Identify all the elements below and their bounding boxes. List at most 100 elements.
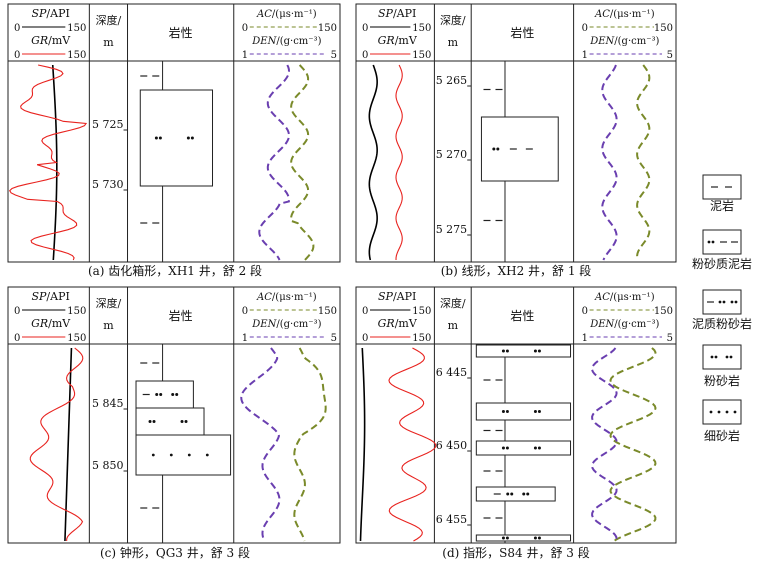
ac-curve <box>636 64 651 261</box>
panel-frame <box>7 3 341 263</box>
lithology-header: 岩性 <box>510 308 534 323</box>
den-range-hi: 5 <box>331 333 337 344</box>
sp-range-hi: 150 <box>67 23 86 34</box>
sp-header: SP/API <box>378 7 416 20</box>
depth-tick-label: 5 265 <box>436 74 468 87</box>
den-curve <box>240 347 281 542</box>
ac-header: AC/(μs·m⁻¹) <box>594 292 655 303</box>
legend-label-silty_mudstone: 粉砂质泥岩 <box>692 256 752 271</box>
gr-curve <box>9 64 88 261</box>
lithology-symbol-siltymud <box>492 147 533 151</box>
sp-header: SP/API <box>31 290 69 303</box>
lithology-header: 岩性 <box>510 25 534 40</box>
lithology-bed-muddysilt <box>475 486 556 502</box>
sp-range-hi: 150 <box>67 306 86 317</box>
den-curve <box>601 64 618 261</box>
panel-caption: (a) 齿化箱形，XH1 井，舒 2 段 <box>88 263 262 278</box>
lithology-symbol-silt <box>501 536 541 540</box>
depth-header: 深度/ <box>96 296 122 310</box>
ac-range-lo: 0 <box>582 23 588 34</box>
legend-label-siltstone: 粉砂岩 <box>704 373 740 388</box>
den-header: DEN/(g·cm⁻³) <box>589 36 659 47</box>
depth-unit: m <box>448 319 459 332</box>
lithology-bed-silt <box>475 344 572 358</box>
depth-header: 深度/ <box>440 296 466 310</box>
gr-curve <box>29 347 84 542</box>
legend-label-muddy_siltstone: 泥质粉砂岩 <box>692 316 752 331</box>
den-header: DEN/(g·cm⁻³) <box>251 36 321 47</box>
gr-range-lo: 0 <box>362 333 368 344</box>
den-header: DEN/(g·cm⁻³) <box>589 319 659 330</box>
depth-tick-label: 5 845 <box>92 397 124 410</box>
lithology-symbol-silt <box>148 420 188 423</box>
legend-pattern <box>709 410 737 414</box>
ac-range-hi: 150 <box>318 23 337 34</box>
lithology-symbol-silt <box>501 349 541 353</box>
panel-frame <box>355 286 677 544</box>
depth-header: 深度/ <box>440 13 466 27</box>
legend-pattern <box>710 355 733 359</box>
lithology-symbol-muddysilt <box>142 393 179 396</box>
depth-header: 深度/ <box>96 13 122 27</box>
den-range-lo: 1 <box>242 333 248 344</box>
sp-header: SP/API <box>378 290 416 303</box>
lithology-symbol-silt <box>154 136 194 140</box>
gr-header: GR/mV <box>378 34 418 47</box>
depth-tick-label: 6 455 <box>436 513 468 526</box>
gr-header: GR/mV <box>378 317 418 330</box>
ac-curve <box>290 64 315 261</box>
den-range-hi: 5 <box>331 50 337 61</box>
ac-range-lo: 0 <box>242 23 248 34</box>
sp-curve <box>368 64 378 261</box>
gr-range-hi: 150 <box>412 333 431 344</box>
ac-range-lo: 0 <box>242 306 248 317</box>
sp-range-lo: 0 <box>14 23 20 34</box>
ac-range-hi: 150 <box>654 306 673 317</box>
legend-pattern <box>707 300 738 304</box>
lithology-bed-silt <box>475 534 572 542</box>
depth-unit: m <box>103 36 114 49</box>
legend-pattern <box>707 240 738 244</box>
lithology-bed-silt <box>139 89 214 187</box>
sp-curve <box>359 347 366 542</box>
ac-header: AC/(μs·m⁻¹) <box>256 9 317 20</box>
gr-header: GR/mV <box>31 34 71 47</box>
ac-curve <box>293 347 327 542</box>
sp-range-hi: 150 <box>412 23 431 34</box>
den-range-hi: 5 <box>667 333 673 344</box>
lithology-header: 岩性 <box>169 25 193 40</box>
depth-tick-label: 5 270 <box>436 148 468 161</box>
ac-range-lo: 0 <box>582 306 588 317</box>
den-range-lo: 1 <box>582 50 588 61</box>
gr-curve <box>388 347 437 542</box>
panel-caption: (d) 指形，S84 井，舒 3 段 <box>442 545 589 560</box>
panel-caption: (b) 线形，XH2 井，舒 1 段 <box>441 263 592 278</box>
legend-label-fine_sandstone: 细砂岩 <box>704 428 740 443</box>
sp-curve <box>64 347 73 542</box>
den-range-hi: 5 <box>667 50 673 61</box>
ac-curve <box>609 347 657 542</box>
sp-range-lo: 0 <box>362 23 368 34</box>
ac-header: AC/(μs·m⁻¹) <box>594 9 655 20</box>
depth-tick-label: 5 850 <box>92 459 124 472</box>
depth-tick-label: 6 450 <box>436 439 468 452</box>
sp-header: SP/API <box>31 7 69 20</box>
den-curve <box>258 64 290 261</box>
legend-swatch-siltstone <box>702 344 742 370</box>
ac-header: AC/(μs·m⁻¹) <box>256 292 317 303</box>
sp-range-lo: 0 <box>362 306 368 317</box>
gr-range-lo: 0 <box>14 333 20 344</box>
den-header: DEN/(g·cm⁻³) <box>251 319 321 330</box>
depth-tick-label: 5 730 <box>92 178 124 191</box>
gr-curve <box>395 64 403 261</box>
legend-label-mudstone: 泥岩 <box>710 198 734 213</box>
gr-range-hi: 150 <box>412 50 431 61</box>
depth-tick-label: 6 445 <box>436 366 468 379</box>
depth-tick-label: 5 275 <box>436 223 468 236</box>
ac-range-hi: 150 <box>654 23 673 34</box>
sp-range-hi: 150 <box>412 306 431 317</box>
